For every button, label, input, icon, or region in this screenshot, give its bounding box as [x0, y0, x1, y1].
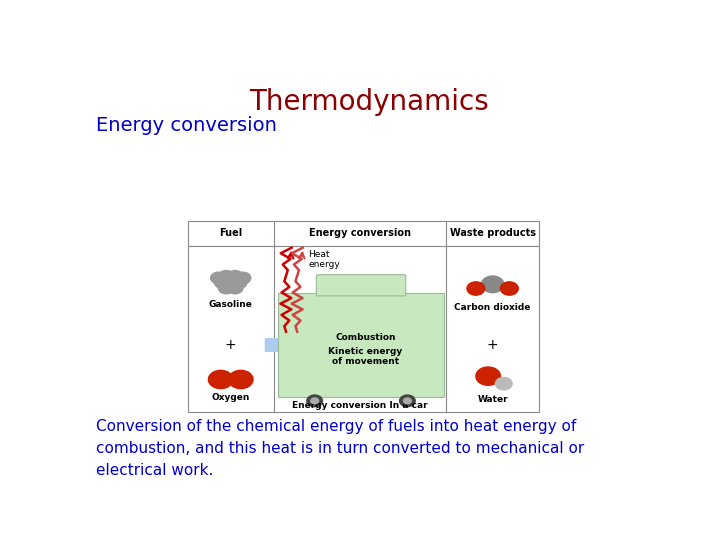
Circle shape [500, 282, 518, 295]
Text: Oxygen: Oxygen [212, 393, 250, 402]
Circle shape [228, 282, 243, 294]
Circle shape [218, 271, 234, 282]
Circle shape [467, 282, 485, 295]
Text: Energy conversion: Energy conversion [96, 116, 276, 134]
FancyArrow shape [266, 337, 443, 353]
Circle shape [215, 277, 230, 288]
Circle shape [235, 272, 251, 284]
Bar [188, 221, 539, 412]
Text: Combustion: Combustion [336, 333, 396, 342]
Circle shape [482, 276, 504, 293]
Text: Gasoline: Gasoline [209, 300, 253, 309]
Text: Fuel: Fuel [219, 228, 243, 238]
Text: Conversion of the chemical energy of fuels into heat energy of
combustion, and t: Conversion of the chemical energy of fue… [96, 419, 584, 478]
Circle shape [218, 282, 234, 294]
Text: Heat
energy: Heat energy [308, 249, 340, 269]
Circle shape [211, 272, 226, 284]
Circle shape [495, 377, 512, 390]
Text: Carbon dioxide: Carbon dioxide [454, 303, 531, 313]
Circle shape [208, 370, 233, 389]
Circle shape [231, 277, 247, 288]
Circle shape [307, 395, 323, 407]
Circle shape [400, 395, 415, 407]
FancyBboxPatch shape [316, 275, 406, 296]
Text: Energy conversion In a car: Energy conversion In a car [292, 401, 428, 410]
Circle shape [476, 367, 500, 386]
Bar [278, 293, 444, 397]
Circle shape [228, 271, 243, 282]
Text: Thermodynamics: Thermodynamics [249, 87, 489, 116]
Text: +: + [225, 338, 237, 352]
Text: +: + [487, 338, 498, 352]
Text: Water: Water [477, 395, 508, 404]
Circle shape [311, 398, 318, 404]
Circle shape [223, 276, 238, 288]
Circle shape [228, 370, 253, 389]
Text: Energy conversion: Energy conversion [309, 228, 411, 238]
Circle shape [403, 398, 411, 404]
Text: Waste products: Waste products [449, 228, 536, 238]
Text: Kinetic energy
of movement: Kinetic energy of movement [328, 347, 402, 366]
